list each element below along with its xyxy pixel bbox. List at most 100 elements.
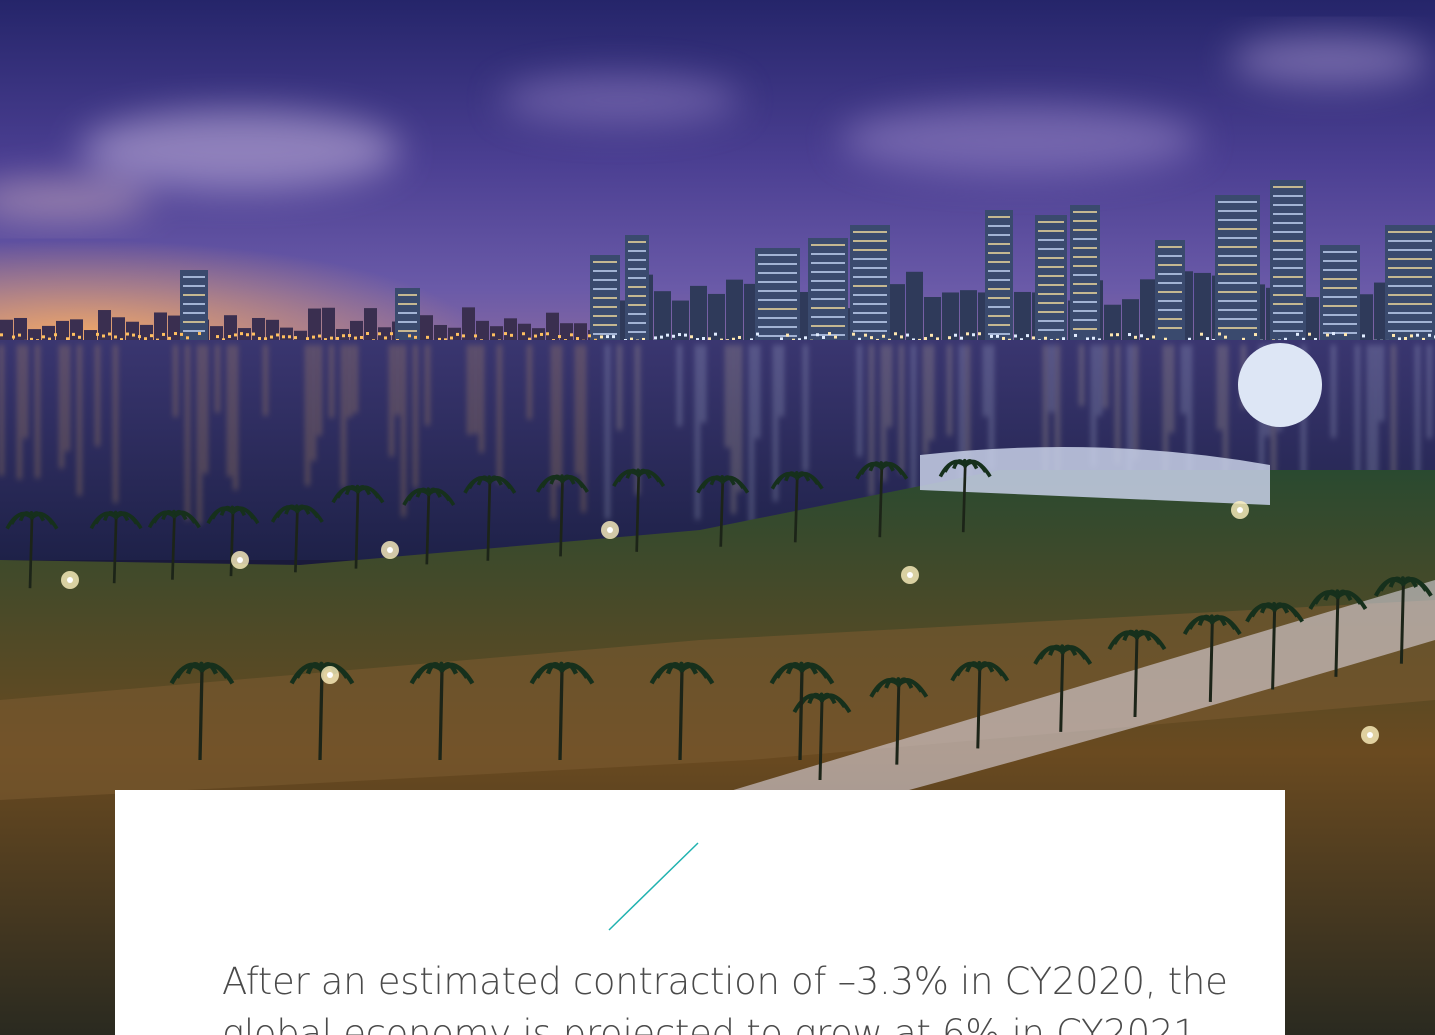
shore-light <box>864 333 867 337</box>
shore-light <box>180 332 183 336</box>
window-row <box>398 312 417 314</box>
shore-light <box>540 332 543 336</box>
shore-light <box>1200 332 1203 336</box>
window-row <box>988 261 1010 263</box>
window-row <box>1323 332 1357 334</box>
window-row <box>1158 327 1182 329</box>
window-row <box>1158 300 1182 302</box>
tower <box>985 210 1013 340</box>
window-row <box>593 324 617 326</box>
shore-light <box>1308 332 1311 336</box>
shore-light <box>354 336 357 340</box>
shore-light <box>1098 338 1101 342</box>
palm-trunk <box>294 511 299 573</box>
shore-light <box>1218 332 1221 336</box>
shore-light <box>246 333 249 337</box>
window-row <box>1273 294 1303 296</box>
building <box>1194 272 1211 340</box>
shore-light <box>222 338 225 342</box>
window-row <box>1073 310 1097 312</box>
shore-light <box>510 333 513 337</box>
window-row <box>1158 282 1182 284</box>
shore-light <box>684 333 687 337</box>
window-row <box>183 303 205 305</box>
shore-light <box>1140 334 1143 338</box>
reflection <box>312 345 315 461</box>
reflection <box>1368 345 1371 481</box>
window-row <box>853 303 887 305</box>
lamp <box>1367 732 1373 738</box>
shore-light <box>390 332 393 336</box>
window-row <box>988 297 1010 299</box>
reflection <box>990 345 993 471</box>
reflection <box>1170 345 1173 433</box>
building <box>574 323 587 340</box>
reflection <box>1332 345 1335 438</box>
window-row <box>1073 319 1097 321</box>
window-row <box>1073 238 1097 240</box>
window-row <box>758 308 797 310</box>
window-row <box>988 333 1010 335</box>
window-row <box>1073 274 1097 276</box>
window-row <box>853 231 887 233</box>
reflection <box>696 345 699 520</box>
palm-leaf <box>792 694 824 714</box>
shore-light <box>228 334 231 338</box>
reflection <box>330 345 333 418</box>
window-row <box>1218 264 1257 266</box>
shore-light <box>264 337 267 341</box>
building <box>462 307 475 340</box>
reflection <box>1134 345 1137 461</box>
shore-light <box>258 336 261 340</box>
palm-leaf <box>1107 631 1139 651</box>
window-row <box>1038 302 1064 304</box>
building <box>308 308 321 340</box>
window-row <box>1388 330 1432 332</box>
shore-light <box>858 337 861 341</box>
reflection <box>900 345 903 474</box>
window-row <box>1388 303 1432 305</box>
window-row <box>628 322 646 324</box>
palm-leaf <box>270 505 299 523</box>
window-row <box>628 277 646 279</box>
window-row <box>988 279 1010 281</box>
window-row <box>1218 237 1257 239</box>
window-row <box>183 321 205 323</box>
window-row <box>398 303 417 305</box>
palm-trunk <box>798 669 804 761</box>
window-row <box>758 326 797 328</box>
palm-trunk <box>961 465 967 533</box>
window-row <box>1038 257 1064 259</box>
building <box>490 326 503 340</box>
shore-light <box>360 335 363 339</box>
shore-light <box>1398 337 1401 341</box>
palm-trunk <box>198 669 204 761</box>
reflection <box>36 345 39 479</box>
window-row <box>853 330 887 332</box>
shore-light <box>1206 337 1209 341</box>
window-row <box>628 268 646 270</box>
palm-trunk <box>354 491 360 569</box>
tower <box>1385 225 1435 340</box>
palm-trunk <box>976 668 982 749</box>
reflection <box>774 345 777 502</box>
window-row <box>1158 309 1182 311</box>
window-row <box>1158 246 1182 248</box>
building <box>350 320 363 340</box>
reflection <box>702 345 705 423</box>
shore-light <box>642 337 645 341</box>
shore-light <box>324 338 327 342</box>
palm-trunk <box>895 684 901 765</box>
palm-trunk <box>678 669 684 761</box>
reflection <box>174 345 177 417</box>
building <box>448 327 461 340</box>
reflection <box>924 345 927 456</box>
window-row <box>1218 291 1257 293</box>
window-row <box>628 331 646 333</box>
reflection <box>1428 345 1431 439</box>
palm-leaf <box>5 512 34 530</box>
window-row <box>1073 292 1097 294</box>
palm-trunk <box>28 517 34 589</box>
building <box>532 328 545 340</box>
